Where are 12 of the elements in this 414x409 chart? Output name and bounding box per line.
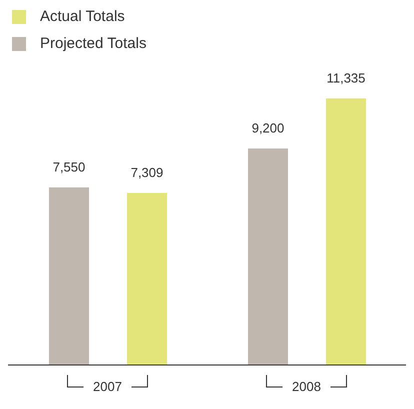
data-label: 7,309 bbox=[130, 165, 164, 180]
data-label: 9,200 bbox=[252, 120, 284, 136]
legend-label: Projected Totals bbox=[40, 35, 146, 52]
bar bbox=[127, 193, 167, 365]
bar bbox=[326, 98, 366, 365]
bar bbox=[49, 187, 89, 365]
legend-label: Actual Totals bbox=[40, 8, 125, 25]
data-label: 7,550 bbox=[52, 159, 86, 174]
x-tick-label: 2007 bbox=[93, 379, 122, 394]
data-label: 11,335 bbox=[326, 70, 366, 86]
bar bbox=[248, 148, 288, 365]
x-tick-label: 2008 bbox=[292, 379, 321, 394]
